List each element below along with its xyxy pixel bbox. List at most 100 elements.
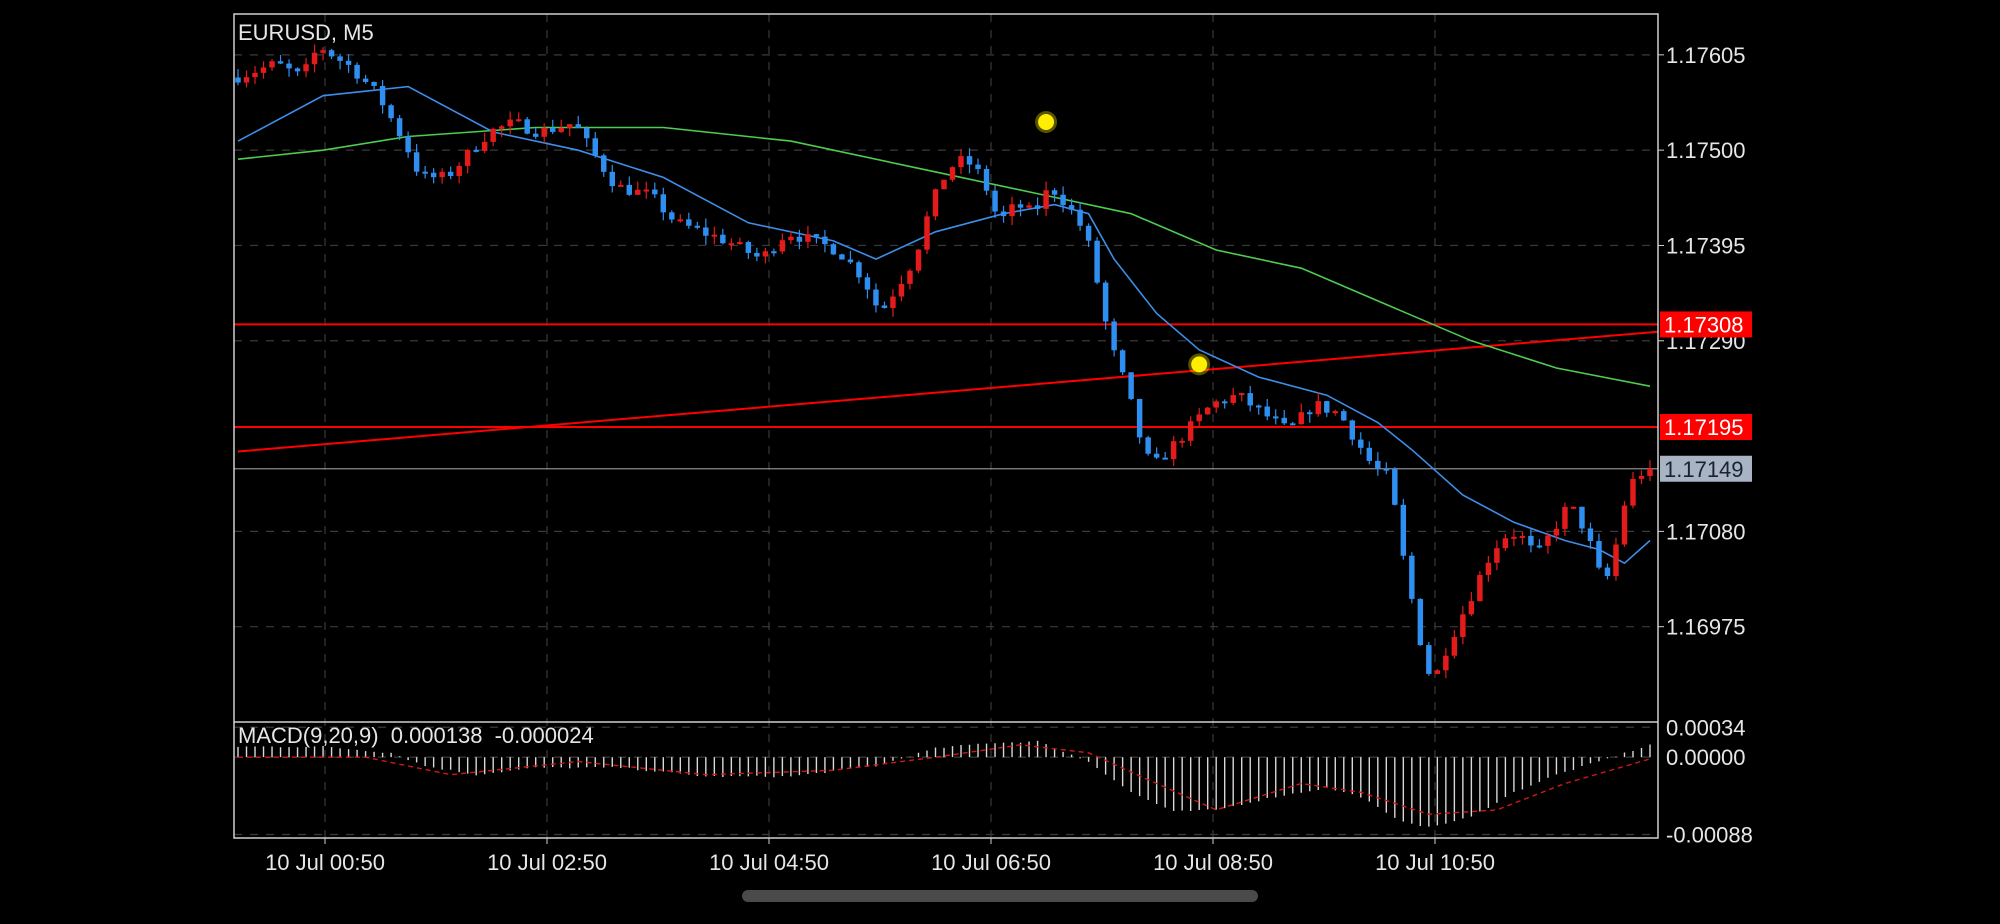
candle-68	[813, 233, 820, 244]
candle-42	[592, 132, 598, 158]
candle-body	[464, 149, 471, 166]
macd-panel	[237, 740, 1651, 827]
candle-54	[694, 221, 701, 230]
candle-122	[1273, 409, 1279, 425]
candle-96	[1051, 188, 1058, 202]
candle-67	[805, 225, 811, 248]
trendline-layer[interactable]	[237, 330, 1659, 453]
trendline[interactable]	[237, 330, 1659, 453]
candle-148	[1494, 540, 1500, 571]
candle-63	[771, 248, 777, 257]
candle-154	[1545, 532, 1551, 554]
candle-36	[541, 123, 547, 144]
candle-body	[677, 219, 684, 222]
candle-72	[847, 250, 854, 265]
price-badges: 1.17308 1.17195 1.17149	[1660, 311, 1752, 482]
candle-body	[847, 259, 854, 263]
candle-body	[771, 251, 777, 254]
candle-body	[1426, 645, 1432, 674]
marker-1	[1191, 356, 1208, 373]
candle-46	[626, 176, 632, 197]
candle-body	[1545, 535, 1551, 546]
candle-130	[1341, 409, 1347, 421]
candle-body	[915, 249, 922, 271]
candle-body	[1494, 548, 1500, 563]
time-tick-4: 10 Jul 08:50	[1153, 850, 1273, 875]
candle-body	[626, 184, 632, 195]
candle-91	[1009, 196, 1015, 226]
candle-body	[720, 234, 726, 244]
candle-41	[584, 126, 590, 148]
candle-body	[490, 128, 496, 142]
candle-body	[388, 105, 394, 119]
candles	[235, 44, 1653, 679]
time-axis: 10 Jul 00:50 10 Jul 02:50 10 Jul 04:50 10 J…	[265, 838, 1495, 875]
price-tick-2: 1.17395	[1666, 233, 1746, 258]
candle-16	[371, 81, 377, 90]
horizontal-levels[interactable]	[234, 323, 1658, 470]
candle-49	[652, 182, 658, 199]
candle-body	[1068, 205, 1075, 210]
candle-body	[1460, 614, 1466, 638]
candle-body	[805, 234, 811, 242]
candle-body	[737, 242, 743, 245]
candle-body	[1375, 460, 1381, 469]
candle-44	[609, 164, 615, 193]
candle-body	[294, 68, 301, 72]
candle-100	[1085, 223, 1092, 247]
macd-tick-0: 0.00034	[1666, 715, 1746, 740]
candle-152	[1528, 528, 1534, 553]
candle-104	[1119, 349, 1126, 376]
candle-body	[1273, 416, 1279, 419]
candle-76	[881, 301, 888, 309]
candle-135	[1383, 462, 1390, 475]
candle-body	[958, 156, 964, 168]
home-indicator[interactable]	[742, 890, 1258, 902]
candle-body	[1485, 562, 1492, 575]
candle-128	[1324, 400, 1330, 417]
candle-body	[788, 236, 794, 241]
candle-body	[864, 277, 871, 290]
candle-48	[643, 181, 650, 199]
time-tick-5: 10 Jul 10:50	[1375, 850, 1495, 875]
candle-body	[1221, 401, 1228, 404]
candle-31	[498, 125, 505, 138]
candle-body	[1230, 395, 1236, 403]
candle-body	[1383, 468, 1390, 471]
candle-body	[541, 127, 547, 137]
price-tick-1: 1.17500	[1666, 138, 1746, 163]
candle-body	[447, 171, 454, 177]
candle-65	[788, 230, 794, 245]
candle-151	[1519, 531, 1526, 545]
candle-133	[1366, 441, 1373, 465]
candle-body	[856, 262, 862, 278]
candle-body	[745, 242, 752, 253]
candle-158	[1579, 506, 1585, 534]
candle-body	[1128, 372, 1134, 399]
candle-118	[1238, 392, 1245, 402]
candle-body	[1553, 528, 1560, 536]
macd-legend: MACD(9,20,9) 0.000138 -0.000024	[238, 723, 594, 748]
candle-body	[379, 85, 386, 106]
candle-body	[1511, 536, 1517, 539]
candle-body	[898, 283, 905, 297]
candle-body	[1613, 544, 1619, 576]
candle-8	[303, 57, 309, 78]
candle-90	[1000, 205, 1007, 223]
time-tick-3: 10 Jul 06:50	[931, 850, 1051, 875]
candle-body	[1162, 457, 1168, 460]
candle-77	[890, 289, 896, 317]
candle-body	[558, 127, 564, 132]
candle-body	[1417, 598, 1424, 646]
candle-body	[1179, 440, 1185, 443]
candle-body	[1077, 209, 1083, 226]
candle-150	[1511, 528, 1517, 547]
candle-69	[822, 230, 828, 253]
candle-body	[1434, 670, 1441, 674]
macd-value: 0.000138	[391, 723, 483, 748]
time-tick-0: 10 Jul 00:50	[265, 850, 385, 875]
candle-126	[1307, 409, 1313, 423]
candle-59	[737, 237, 743, 245]
candle-body	[507, 119, 513, 127]
